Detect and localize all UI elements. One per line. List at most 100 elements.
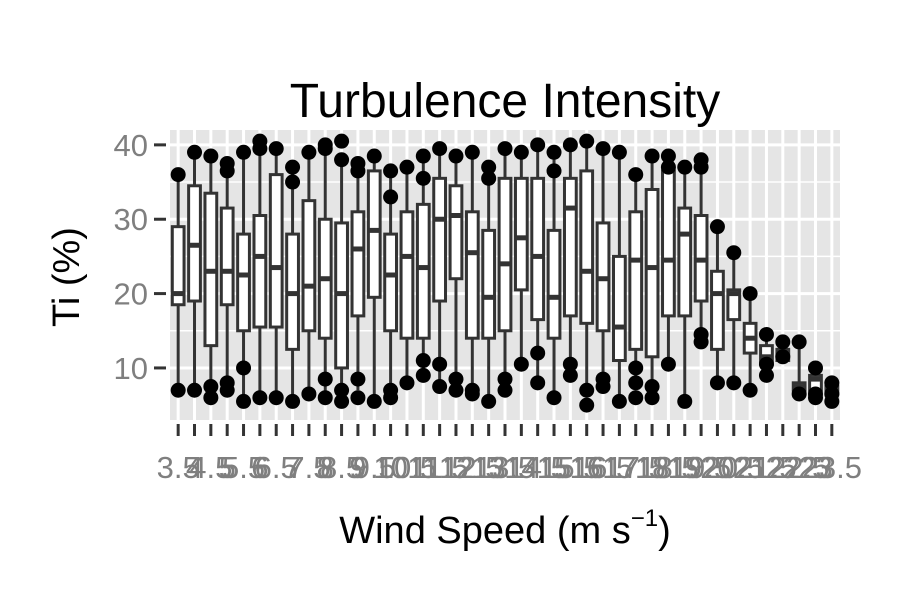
outlier-point <box>579 382 595 398</box>
outlier-point <box>677 159 693 175</box>
box <box>612 254 627 363</box>
boxplot-10.5 <box>399 159 415 391</box>
boxplot-21 <box>742 286 758 398</box>
outlier-point <box>513 144 529 160</box>
x-tick-label: 4 <box>186 450 203 485</box>
x-tick-label: 16.5 <box>573 450 633 485</box>
outlier-point <box>693 326 709 342</box>
boxplot-11.5 <box>432 141 448 395</box>
box <box>399 210 415 340</box>
outlier-point <box>758 326 774 342</box>
outlier-point <box>317 137 333 153</box>
box <box>464 210 480 340</box>
outlier-point <box>432 141 448 157</box>
box <box>644 187 660 359</box>
outlier-point <box>628 360 644 376</box>
outlier-point <box>758 367 774 383</box>
outlier-point <box>497 382 513 398</box>
boxplots <box>170 133 840 413</box>
outlier-point <box>432 356 448 372</box>
boxplot-15 <box>546 144 562 406</box>
outlier-point <box>334 382 350 398</box>
outlier-point <box>791 334 807 350</box>
outlier-point <box>187 144 203 160</box>
x-tick-label: 23.5 <box>802 450 862 485</box>
outlier-point <box>481 393 497 409</box>
x-tick-label: 10.5 <box>377 450 437 485</box>
outlier-point <box>334 152 350 168</box>
x-tick-label: 11.5 <box>411 450 469 485</box>
box <box>628 210 644 351</box>
outlier-point <box>432 379 448 395</box>
boxplot-9 <box>350 155 366 406</box>
outlier-point <box>285 393 301 409</box>
x-tick-label: 3.5 <box>157 450 200 485</box>
outlier-point <box>170 382 186 398</box>
outlier-point <box>301 144 317 160</box>
boxplot-18.5 <box>660 148 676 372</box>
outlier-point <box>415 170 431 186</box>
boxplot-6.5 <box>268 141 284 406</box>
outlier-point <box>807 360 823 376</box>
outlier-point <box>742 286 758 302</box>
outlier-point <box>415 367 431 383</box>
box <box>546 228 562 340</box>
box <box>366 169 382 299</box>
x-tick-label: 22.5 <box>769 450 829 485</box>
outlier-point <box>285 174 301 190</box>
outlier-point <box>317 371 333 387</box>
outlier-point <box>252 133 268 149</box>
outlier-point <box>252 390 268 406</box>
x-tick-label: 9.5 <box>353 450 396 485</box>
outlier-point <box>366 148 382 164</box>
outlier-point <box>464 144 480 160</box>
outlier-point <box>726 375 742 391</box>
boxplot-3.5 <box>170 167 186 398</box>
outlier-point <box>383 163 399 179</box>
boxplot-9.5 <box>366 148 382 409</box>
boxplot-11 <box>415 148 431 383</box>
outlier-point <box>236 360 252 376</box>
x-tick-label: 14 <box>504 450 538 485</box>
x-tick-label: 6 <box>251 450 268 485</box>
x-tick-label: 14.5 <box>508 450 568 485</box>
outlier-point <box>448 371 464 387</box>
box <box>562 176 578 318</box>
y-axis: 10 20 30 40 <box>114 128 166 386</box>
boxplot-19.5 <box>693 152 709 350</box>
box <box>236 232 251 333</box>
box <box>219 206 235 307</box>
outlier-point <box>187 382 203 398</box>
chart-title: Turbulence Intensity <box>290 75 720 128</box>
box <box>579 169 595 325</box>
outlier-point <box>350 371 366 387</box>
x-tick-label: 6.5 <box>255 450 298 485</box>
outlier-point <box>203 390 219 406</box>
x-tick-label: 10 <box>373 450 407 485</box>
box <box>497 176 513 333</box>
box <box>350 210 366 318</box>
x-tick-label: 21.5 <box>736 450 796 485</box>
x-tick-label: 13 <box>471 450 505 485</box>
outlier-point <box>301 386 317 402</box>
x-tick-label: 19.5 <box>671 450 731 485</box>
outlier-point <box>546 144 562 160</box>
boxplot-23 <box>807 360 823 406</box>
outlier-point <box>415 148 431 164</box>
boxplot-8 <box>317 137 333 406</box>
outlier-point <box>497 371 513 387</box>
x-tick-label: 20.5 <box>704 450 764 485</box>
outlier-point <box>350 390 366 406</box>
box <box>432 176 448 303</box>
box <box>513 176 529 292</box>
x-tick-label: 16 <box>569 450 603 485</box>
box <box>448 184 464 281</box>
y-tick-label: 10 <box>114 351 148 386</box>
x-tick-label: 21 <box>733 450 767 485</box>
x-tick-label: 15.5 <box>540 450 600 485</box>
boxplot-13 <box>481 159 497 409</box>
outlier-point <box>709 375 725 391</box>
box <box>170 225 186 307</box>
outlier-point <box>579 397 595 413</box>
outlier-point <box>775 349 791 365</box>
